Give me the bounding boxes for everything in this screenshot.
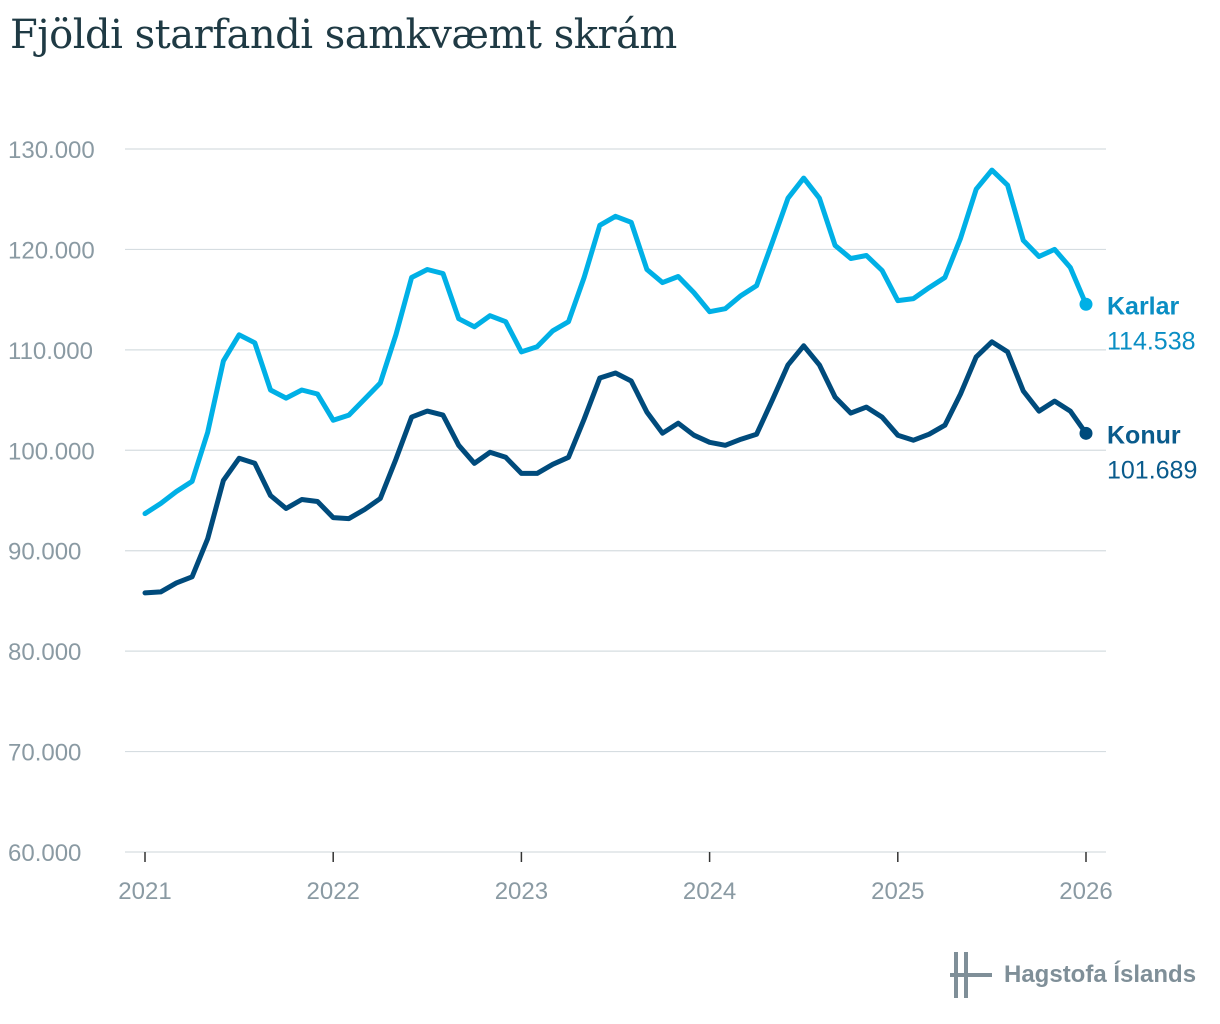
hagstofa-logo-icon (950, 952, 992, 998)
x-tick-label: 2025 (871, 878, 924, 905)
y-tick-label: 60.000 (8, 840, 81, 867)
x-tick-label: 2023 (495, 878, 548, 905)
y-tick-label: 70.000 (8, 740, 81, 767)
end-labels: Karlar 114.538 Konur 101.689 (1107, 292, 1197, 484)
grid-layer: 60.000 70.000 80.000 90.000 100.000 110.000 12… (8, 137, 1106, 867)
series-line-karlar (142, 167, 1089, 517)
x-tick-label: 2022 (307, 878, 360, 905)
series-name-label: Konur (1107, 421, 1181, 449)
x-tick-label: 2024 (683, 878, 736, 905)
y-tick-label: 80.000 (8, 639, 81, 666)
y-tick-label: 120.000 (8, 237, 95, 264)
x-tick-label: 2026 (1059, 878, 1112, 905)
y-tick-label: 130.000 (8, 137, 95, 164)
series-end-point-konur (1079, 426, 1093, 440)
x-axis: 2021 2022 2023 2024 2025 2026 (118, 852, 1113, 905)
hagstofa-logo: Hagstofa Íslands (950, 952, 1196, 998)
series-name-label: Karlar (1107, 292, 1180, 320)
series-layer (142, 167, 1093, 596)
x-tick-label: 2021 (118, 878, 171, 905)
series-line-konur (142, 339, 1089, 596)
series-end-value-label: 101.689 (1107, 456, 1197, 484)
y-tick-label: 110.000 (8, 338, 93, 365)
y-tick-label: 90.000 (8, 539, 81, 566)
series-end-value-label: 114.538 (1107, 327, 1196, 355)
chart-title: Fjöldi starfandi samkvæmt skrám (10, 12, 677, 58)
series-end-point-karlar (1079, 297, 1093, 311)
y-tick-label: 100.000 (8, 438, 95, 465)
brand-name: Hagstofa Íslands (1004, 961, 1197, 988)
